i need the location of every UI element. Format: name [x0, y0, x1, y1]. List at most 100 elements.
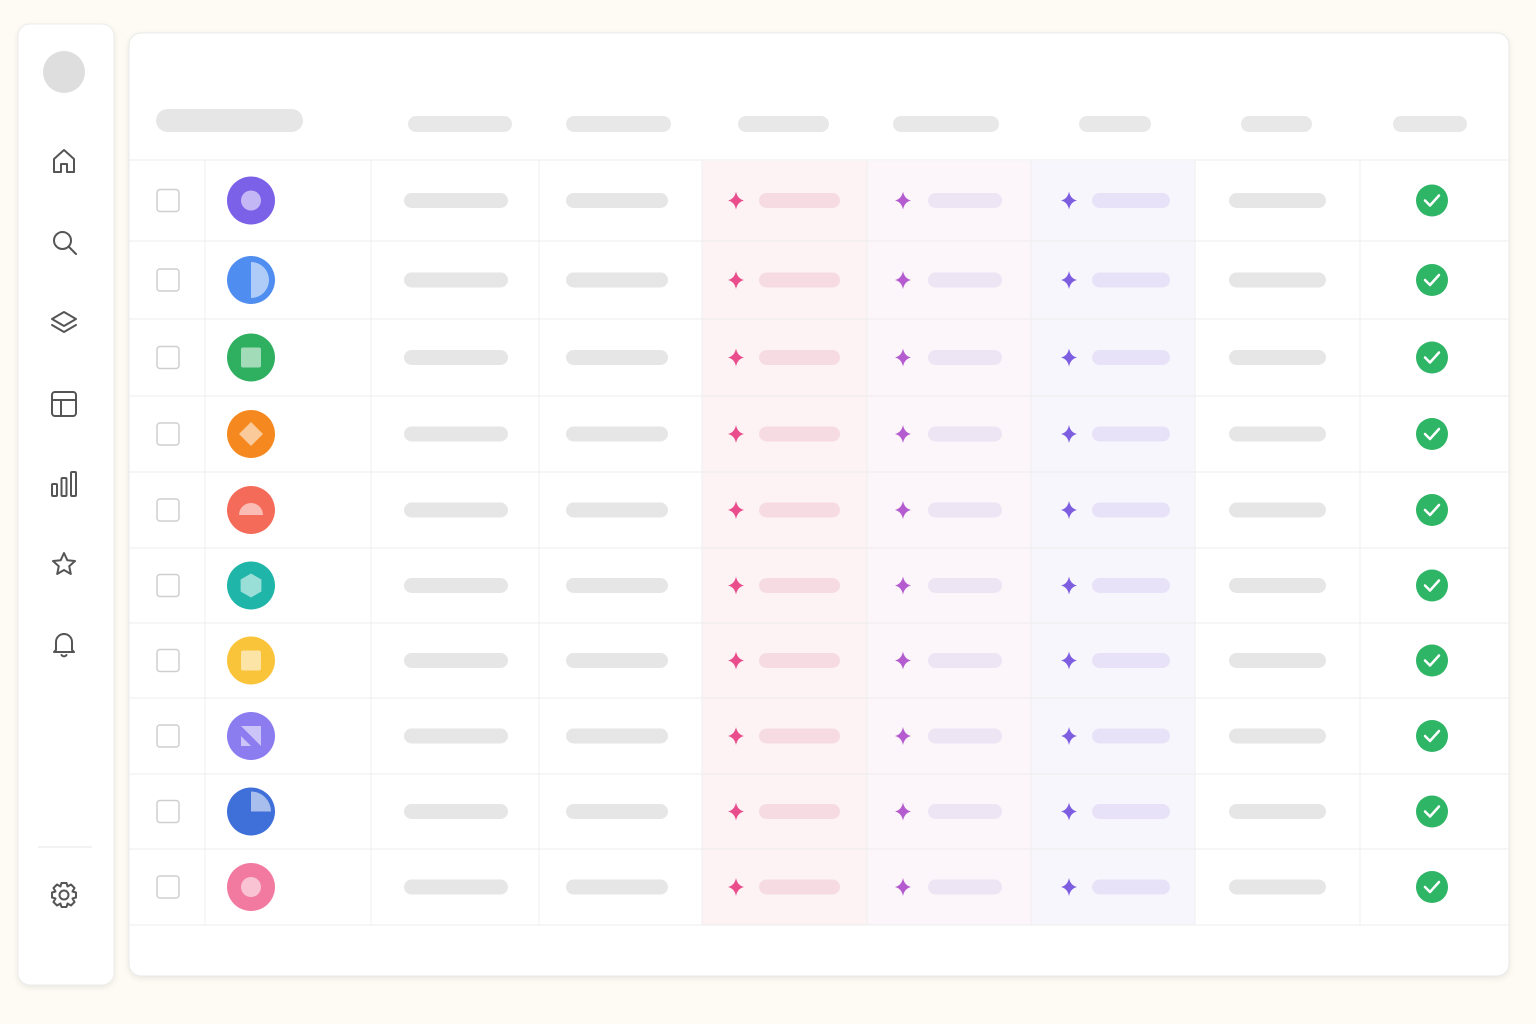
sparkle-icon: [895, 271, 911, 289]
cell-skeleton: [1229, 426, 1326, 442]
ai-cell-skeleton: [759, 272, 840, 288]
status-check: [1416, 418, 1448, 450]
star-icon[interactable]: [52, 552, 76, 575]
layout-icon[interactable]: [51, 391, 77, 417]
cell-skeleton: [404, 578, 508, 593]
status-check-mark: [1423, 579, 1441, 592]
cell-skeleton: [1229, 804, 1326, 819]
sparkle-icon: [728, 727, 744, 745]
cell-skeleton: [566, 804, 668, 819]
cell-skeleton: [404, 193, 508, 208]
ai-cell-skeleton: [928, 426, 1002, 442]
ai-cell-skeleton: [1092, 653, 1170, 668]
ai-cell-skeleton: [928, 578, 1002, 593]
status-check-mark: [1423, 273, 1441, 287]
sparkle-icon: [895, 191, 911, 210]
row-checkbox[interactable]: [156, 268, 180, 292]
row-checkbox[interactable]: [156, 345, 180, 370]
ai-cell-skeleton: [928, 728, 1002, 744]
column-header-skeleton: [1393, 116, 1467, 132]
sparkle-icon: [1061, 802, 1077, 821]
status-check: [1416, 795, 1448, 828]
row-checkbox[interactable]: [156, 498, 180, 522]
row-logo-mark: [239, 422, 263, 446]
ai-cell-skeleton: [1092, 502, 1170, 518]
status-check-mark: [1423, 654, 1441, 667]
sparkle-icon: [728, 501, 744, 519]
column-tint: [1031, 161, 1195, 925]
row-checkbox[interactable]: [156, 573, 180, 598]
row-logo-mark: [251, 262, 269, 298]
cell-skeleton: [404, 879, 508, 895]
row-checkbox[interactable]: [156, 422, 180, 446]
status-check-mark: [1423, 427, 1441, 441]
cell-skeleton: [1229, 272, 1326, 288]
cell-skeleton: [404, 653, 508, 668]
bell-icon[interactable]: [53, 633, 75, 658]
ai-cell-skeleton: [759, 502, 840, 518]
ai-cell-skeleton: [759, 578, 840, 593]
ai-cell-skeleton: [928, 879, 1002, 895]
ai-cell-skeleton: [928, 653, 1002, 668]
row-logo-mark: [241, 877, 261, 897]
row-logo-mark: [241, 726, 261, 746]
cell-skeleton: [1229, 578, 1326, 593]
status-check-mark: [1423, 503, 1441, 517]
row-checkbox[interactable]: [156, 799, 180, 824]
ai-cell-skeleton: [759, 426, 840, 442]
sidebar: [17, 23, 115, 986]
sparkle-icon: [728, 191, 744, 210]
sparkle-icon: [1061, 651, 1077, 670]
status-check: [1416, 569, 1448, 602]
ai-cell-skeleton: [759, 653, 840, 668]
cell-skeleton: [566, 193, 668, 208]
cell-skeleton: [566, 578, 668, 593]
table: [129, 109, 1509, 926]
sparkle-icon: [728, 576, 744, 595]
ai-cell-skeleton: [1092, 193, 1170, 208]
sparkle-icon: [728, 425, 744, 443]
column-tint: [702, 161, 867, 925]
cell-skeleton: [1229, 502, 1326, 518]
ai-cell-skeleton: [759, 879, 840, 895]
ai-cell-skeleton: [928, 272, 1002, 288]
cell-skeleton: [1229, 728, 1326, 744]
ai-cell-skeleton: [1092, 350, 1170, 365]
home-icon[interactable]: [53, 149, 75, 173]
sparkle-icon: [895, 576, 911, 595]
ai-cell-skeleton: [759, 728, 840, 744]
ai-cell-skeleton: [1092, 578, 1170, 593]
row-checkbox[interactable]: [156, 188, 180, 213]
cell-skeleton: [1229, 879, 1326, 895]
status-check: [1416, 871, 1448, 903]
status-check: [1416, 720, 1448, 752]
cell-skeleton: [404, 426, 508, 442]
row-checkbox[interactable]: [156, 724, 180, 748]
chart-icon[interactable]: [51, 471, 77, 497]
layers-icon[interactable]: [51, 311, 77, 333]
sparkle-icon: [895, 651, 911, 670]
ai-cell-skeleton: [759, 193, 840, 208]
search-icon[interactable]: [53, 231, 77, 255]
cell-skeleton: [1229, 350, 1326, 365]
status-check: [1416, 341, 1448, 374]
status-check: [1416, 184, 1448, 217]
settings-icon[interactable]: [51, 882, 77, 908]
cell-skeleton: [1229, 193, 1326, 208]
sparkle-icon: [1061, 425, 1077, 443]
avatar[interactable]: [43, 51, 85, 93]
status-check-mark: [1423, 351, 1441, 364]
ai-cell-skeleton: [928, 804, 1002, 819]
row-logo-mark: [240, 573, 262, 598]
column-header-skeleton: [408, 116, 512, 132]
sparkle-icon: [1061, 878, 1077, 896]
sparkle-icon: [728, 271, 744, 289]
row-checkbox[interactable]: [156, 875, 180, 899]
sparkle-icon: [728, 348, 744, 367]
column-header-skeleton: [1079, 116, 1151, 132]
column-header-skeleton: [1241, 116, 1312, 132]
row-checkbox[interactable]: [156, 648, 180, 673]
sparkle-icon: [728, 878, 744, 896]
sparkle-icon: [895, 501, 911, 519]
